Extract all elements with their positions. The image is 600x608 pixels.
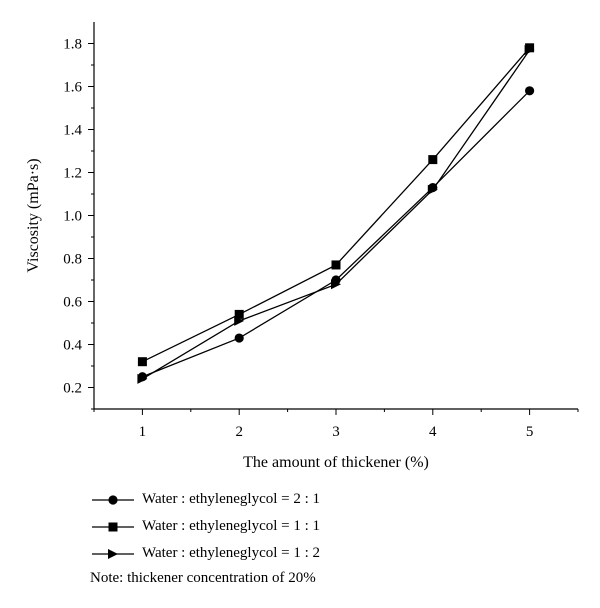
data-point-square: [331, 260, 341, 270]
data-point-triangle: [331, 279, 341, 290]
y-axis-title: Viscosity (mPa·s): [25, 158, 42, 272]
data-point-circle: [525, 86, 535, 96]
x-tick-label: 1: [139, 424, 147, 440]
x-tick-label: 4: [429, 424, 437, 440]
x-axis-title: The amount of thickener (%): [243, 454, 429, 471]
legend-circle-marker-icon: [92, 494, 134, 505]
y-tick-label: 0.2: [63, 381, 82, 397]
series-layer: [137, 43, 535, 384]
series-square: [137, 43, 535, 367]
data-point-circle: [234, 333, 244, 343]
data-point-square: [137, 357, 147, 367]
series-triangle: [137, 44, 535, 384]
x-axis-ticks: 1 2 3 4 5: [93, 409, 579, 440]
legend-label: Water : ethyleneglycol = 1 : 1: [142, 518, 321, 534]
y-axis-ticks: 0.2 0.4 0.6 0.8 1.0 1.2 1.4 1.6 1.8: [63, 37, 94, 410]
legend-label: Water : ethyleneglycol = 2 : 1: [142, 491, 321, 507]
series-line: [142, 47, 531, 363]
legend-item: Water : ethyleneglycol = 1 : 1: [90, 513, 320, 540]
data-point-triangle: [524, 44, 535, 55]
data-point-triangle: [234, 315, 245, 326]
x-tick-label: 3: [332, 424, 340, 440]
series-circle: [137, 86, 535, 382]
data-point-square: [234, 309, 244, 319]
legend-label: Water : ethyleneglycol = 1 : 2: [142, 545, 321, 561]
data-point-triangle: [427, 184, 438, 195]
y-tick-label: 0.8: [63, 252, 82, 268]
plot-frame: [93, 22, 578, 410]
y-tick-label: 1.2: [63, 166, 82, 182]
x-tick-label: 5: [526, 424, 534, 440]
y-tick-label: 1.0: [63, 209, 82, 225]
legend: Water : ethyleneglycol = 2 : 1 Water : e…: [90, 486, 320, 567]
chart-note: Note: thickener concentration of 20%: [90, 570, 316, 586]
series-line: [142, 49, 531, 380]
legend-item: Water : ethyleneglycol = 1 : 2: [90, 540, 320, 567]
legend-square-marker-icon: [92, 522, 134, 531]
data-point-square: [428, 155, 438, 165]
legend-item: Water : ethyleneglycol = 2 : 1: [90, 486, 320, 513]
y-tick-label: 1.4: [63, 123, 82, 139]
x-tick-label: 2: [235, 424, 243, 440]
y-tick-label: 1.6: [63, 80, 82, 96]
data-point-triangle: [137, 373, 148, 384]
y-tick-label: 0.4: [63, 338, 82, 354]
y-tick-label: 1.8: [63, 37, 82, 53]
legend-triangle-marker-icon: [92, 548, 134, 559]
y-tick-label: 0.6: [63, 295, 82, 311]
